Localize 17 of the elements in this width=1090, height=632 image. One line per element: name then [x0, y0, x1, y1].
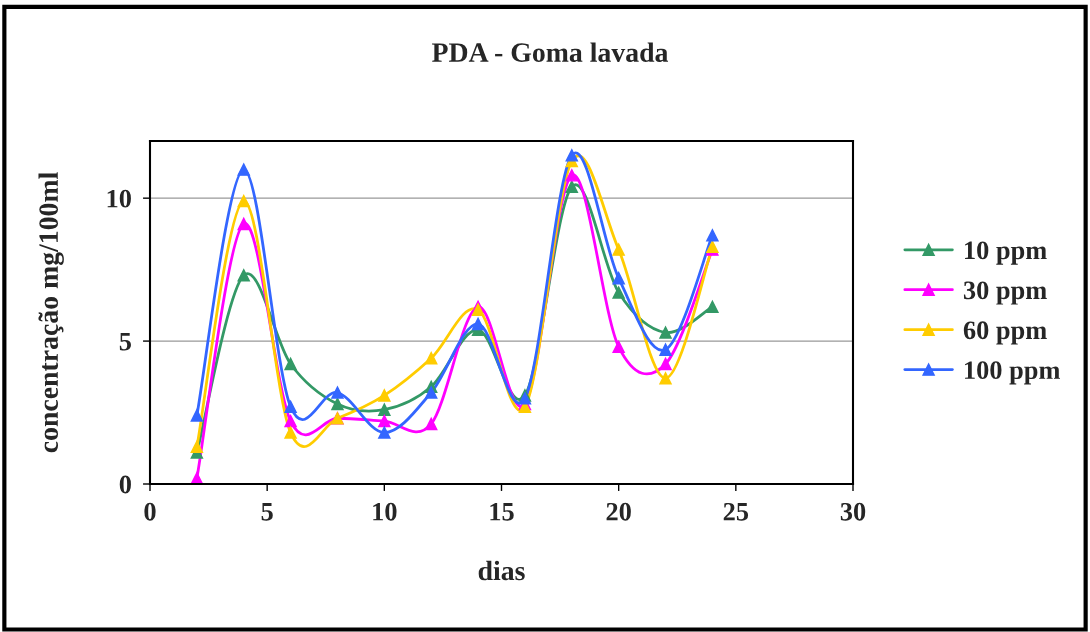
x-tick-label: 15 — [490, 502, 514, 521]
legend-label: 10 ppm — [965, 241, 1047, 265]
x-tick-label: 10 — [373, 502, 397, 521]
x-tick-label: 20 — [606, 502, 631, 521]
legend-label: 60 ppm — [963, 321, 1047, 345]
y-tick-label: 5 — [119, 332, 131, 351]
x-tick-label: 30 — [840, 502, 866, 521]
legend-label: 30 ppm — [963, 281, 1047, 305]
y-axis-title: concentração mg/100ml — [38, 172, 64, 453]
chart-title: PDA - Goma lavada — [432, 42, 669, 62]
x-tick-label: 0 — [144, 502, 156, 521]
y-tick-label: 10 — [107, 189, 131, 208]
legend-label: 100 ppm — [965, 361, 1060, 385]
x-tick-label: 5 — [261, 503, 273, 521]
x-axis-title: dias — [478, 560, 525, 581]
y-tick-label: 0 — [119, 475, 131, 494]
x-tick-label: 25 — [723, 502, 749, 521]
